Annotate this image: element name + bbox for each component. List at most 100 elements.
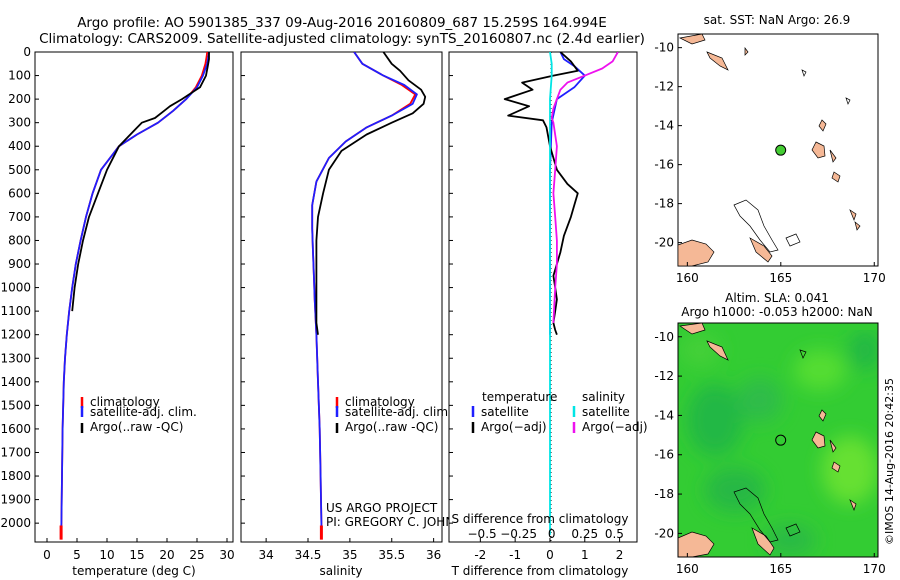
sst-map-land <box>678 34 861 266</box>
landmass-vanuatu-espiritu-santo <box>811 141 826 159</box>
landmass-vanuatu-south <box>849 499 857 512</box>
temperature-legend: climatology satellite-adj. clim. Argo(..… <box>80 395 197 434</box>
sla-map-frame <box>677 322 879 558</box>
x-tick-label: 34.5 <box>295 548 322 562</box>
credit-pi: PI: GREGORY C. JOHNSON <box>326 515 480 529</box>
difference-legend: temperature satellite Argo(−adj) salinit… <box>471 390 648 434</box>
difference-panel: -2 -1 0 1 2 S difference from climatology −0… <box>448 51 648 578</box>
map-y-tick-label: -14 <box>654 119 674 133</box>
reef-contour <box>733 487 779 543</box>
salinity-legend: climatology satellite-adj. clim. Argo(..… <box>335 395 452 434</box>
landmass-island <box>706 51 729 71</box>
landmass-new-caledonia <box>678 531 715 557</box>
map-x-tick-label: 165 <box>769 271 792 285</box>
header-title-line1: Argo profile: AO 5901385_337 09-Aug-2016… <box>77 15 607 31</box>
x-tick-label: 25 <box>189 548 204 562</box>
y-tick-label: 1500 <box>0 398 31 412</box>
s-tick-label: 0.5 <box>605 527 624 541</box>
y-tick-label: 1800 <box>0 469 31 483</box>
t-difference-xlabel: T difference from climatology <box>451 564 629 578</box>
x-tick-label: 36 <box>426 548 441 562</box>
y-tick-label: 500 <box>8 163 31 177</box>
temperature-xlabel: temperature (deg C) <box>72 564 195 578</box>
map-y-tick-label: -12 <box>654 80 674 94</box>
y-tick-label: 1600 <box>0 422 31 436</box>
map-y-tick-label: -18 <box>654 487 674 501</box>
map-x-tick-label: 160 <box>676 271 699 285</box>
argo-position-marker <box>775 434 787 446</box>
landmass-solomon-islands <box>678 34 706 45</box>
sla-map-title-line2: Argo h1000: -0.053 h2000: NaN <box>681 305 873 319</box>
x-tick-label: 30 <box>219 548 234 562</box>
y-tick-label: 1300 <box>0 351 31 365</box>
series-line-s-argo-adj <box>550 52 619 323</box>
legend-label-satellite: satellite-adj. clim. <box>345 405 452 419</box>
map-y-tick-label: -20 <box>654 526 674 540</box>
landmass-vanuatu-island <box>829 149 837 163</box>
legend-title-salinity: salinity <box>582 390 625 404</box>
legend-label-satellite: satellite-adj. clim. <box>90 405 197 419</box>
s-difference-xlabel: S difference from climatology <box>452 512 629 526</box>
x-tick-label: 1 <box>581 548 589 562</box>
y-tick-label: 2000 <box>0 516 31 530</box>
legend-label-s-argo: Argo(−adj) <box>582 420 648 434</box>
legend-label-t-satellite: satellite <box>481 405 529 419</box>
y-tick-label: 1100 <box>0 304 31 318</box>
map-y-tick-label: -20 <box>654 236 674 250</box>
map-y-tick-label: -14 <box>654 408 674 422</box>
landmass-vanuatu-efate <box>831 461 841 473</box>
map-y-tick-label: -10 <box>654 330 674 344</box>
landmass-solomon-islands <box>679 323 706 335</box>
sst-map-panel: sat. SST: NaN Argo: 26.9 160 165 170 -10 -12… <box>654 13 885 285</box>
map-y-tick-label: -10 <box>654 41 674 55</box>
legend-title-temperature: temperature <box>482 390 557 404</box>
legend-label-climatology: climatology <box>345 395 415 409</box>
y-tick-label: 1900 <box>0 493 31 507</box>
legend-label-climatology: climatology <box>90 395 160 409</box>
series-line-argo-raw-qc <box>71 52 210 312</box>
reef-contour <box>799 349 807 359</box>
landmass-island <box>744 46 749 56</box>
s-tick-label: 0 <box>548 527 556 541</box>
legend-label-argo: Argo(..raw -QC) <box>90 420 183 434</box>
y-tick-label: 0 <box>23 45 31 59</box>
temperature-axes-frame <box>34 51 234 543</box>
series-line-argo-raw-qc <box>315 52 427 335</box>
x-tick-label: 10 <box>99 548 114 562</box>
reef-contour <box>845 97 851 105</box>
landmass-vanuatu-efate <box>831 171 841 183</box>
y-tick-label: 300 <box>8 116 31 130</box>
reef-contour <box>785 523 801 537</box>
reef-contour <box>785 233 801 247</box>
map-y-tick-label: -18 <box>654 197 674 211</box>
y-tick-label: 800 <box>8 233 31 247</box>
landmass-vanuatu-south <box>849 209 857 222</box>
landmass-island <box>706 340 729 361</box>
landmass-new-caledonia <box>749 237 773 263</box>
x-tick-label: 35 <box>342 548 357 562</box>
landmass-vanuatu-espiritu-santo <box>811 431 826 449</box>
y-tick-label: 900 <box>8 257 31 271</box>
series-line-s-satellite <box>549 52 553 535</box>
credit-project: US ARGO PROJECT <box>326 501 438 515</box>
s-tick-label: 0.25 <box>571 527 598 541</box>
salinity-xlabel: salinity <box>319 564 362 578</box>
map-y-tick-label: -12 <box>654 369 674 383</box>
landmass-vanuatu-north <box>818 409 827 422</box>
s-tick-label: −0.25 <box>500 527 537 541</box>
x-tick-label: 5 <box>73 548 81 562</box>
map-x-tick-label: 160 <box>676 562 699 576</box>
x-tick-label: -2 <box>474 548 486 562</box>
legend-label-s-satellite: satellite <box>582 405 630 419</box>
y-tick-label: 600 <box>8 186 31 200</box>
sst-map-title: sat. SST: NaN Argo: 26.9 <box>704 13 851 27</box>
y-tick-label: 700 <box>8 210 31 224</box>
legend-label-t-argo: Argo(−adj) <box>481 420 547 434</box>
series-line-satellite-adj-clim <box>311 52 418 535</box>
reef-contour <box>801 69 807 77</box>
legend-label-argo: Argo(..raw -QC) <box>345 420 438 434</box>
x-tick-label: 0 <box>43 548 51 562</box>
y-tick-label: 1000 <box>0 281 31 295</box>
map-x-tick-label: 165 <box>769 562 792 576</box>
y-tick-label: 400 <box>8 139 31 153</box>
